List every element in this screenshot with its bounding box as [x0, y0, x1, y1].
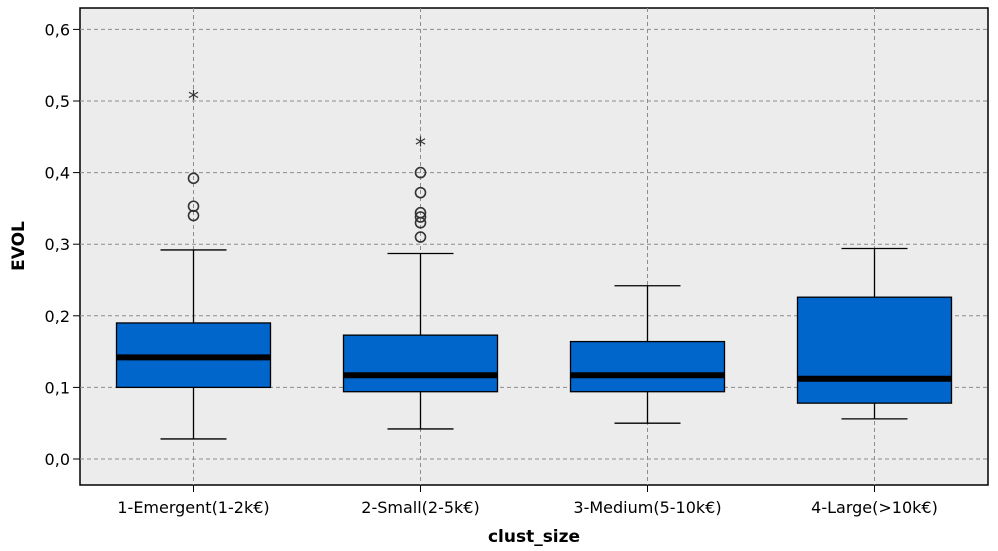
box-series: ** [115, 87, 953, 440]
box-group: * [115, 87, 272, 440]
outlier-point [414, 231, 427, 243]
plot-area [79, 7, 989, 486]
box-group: * [342, 134, 499, 430]
y-tick-label: 0,3 [45, 235, 70, 254]
outlier-point [414, 206, 427, 219]
x-tick-label: 1-Emergent(1-2k€) [117, 498, 269, 517]
y-tick-label: 0,1 [45, 378, 70, 397]
y-tick-label: 0,2 [45, 307, 70, 326]
box-iqr [796, 296, 953, 404]
x-tick-label: 2-Small(2-5k€) [361, 498, 479, 517]
x-tick-label: 3-Medium(5-10k€) [573, 498, 721, 517]
extreme-point: * [188, 87, 199, 112]
y-tick-label: 0,5 [45, 92, 70, 111]
outlier-point [187, 200, 200, 213]
outlier-point [414, 211, 427, 223]
box-iqr [569, 340, 726, 393]
x-axis-title: clust_size [488, 527, 580, 547]
outlier-point [414, 186, 427, 199]
y-axis-title: EVOL [9, 221, 29, 271]
outlier-point [187, 172, 200, 185]
y-tick-label: 0,6 [45, 20, 70, 39]
box-iqr [342, 334, 499, 393]
axes: 0,0 0,1 0,2 0,3 0,4 0,5 0,6 1-Emergent(1-2k€) 2-… [45, 20, 938, 517]
box-group [569, 285, 726, 424]
outlier-point [414, 166, 427, 179]
extreme-point: * [415, 134, 426, 159]
y-tick-label: 0,4 [45, 164, 70, 183]
box-group [796, 247, 953, 420]
y-tick-label: 0,0 [45, 450, 70, 469]
x-tick-label: 4-Large(>10k€) [811, 498, 938, 517]
